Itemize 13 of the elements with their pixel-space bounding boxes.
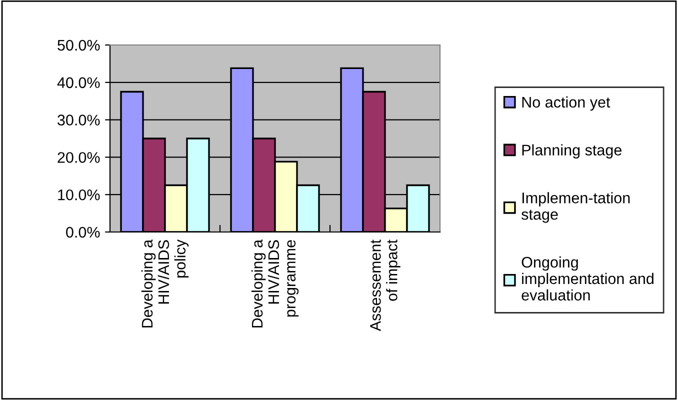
x-tick-label: Assessement of impact (370, 240, 400, 332)
y-tick-label: 40.0% (57, 77, 100, 88)
x-tick-label: Developing a HIV/AIDS programme (251, 239, 299, 328)
y-tick-label: 10.0% (58, 189, 100, 200)
legend-label: Ongoing implementation and evaluation (522, 256, 654, 301)
y-tick-label: 0.0% (66, 226, 100, 238)
legend-label: No action yet (522, 96, 610, 111)
legend-label: Planning stage (522, 144, 622, 159)
y-tick-label: 50.0% (58, 40, 100, 51)
y-tick-label: 30.0% (58, 114, 100, 126)
y-tick-label: 20.0% (58, 152, 100, 163)
legend-label: Implemen-tation stage (522, 192, 630, 223)
x-tick-label: Developing a HIV/AIDS policy (141, 239, 189, 328)
